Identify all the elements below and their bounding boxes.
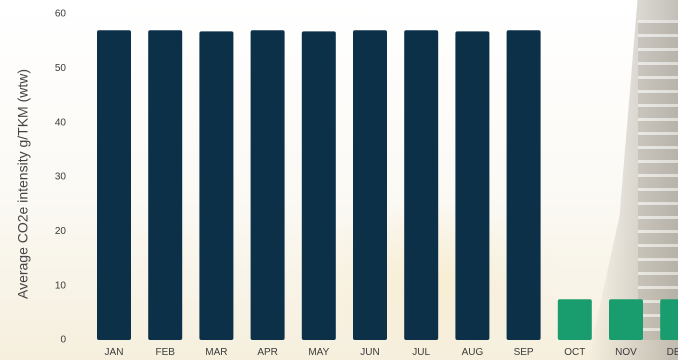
y-tick-label: 10 xyxy=(55,280,67,291)
x-tick-label-mar: MAR xyxy=(205,347,227,358)
bar-oct xyxy=(557,299,592,340)
bar-nov xyxy=(609,299,643,340)
bar-jan xyxy=(97,30,131,341)
y-tick-label: 0 xyxy=(60,335,66,346)
x-tick-label-nov: NOV xyxy=(615,347,637,358)
x-tick-label-dec: DEC xyxy=(667,347,678,358)
background-ridges xyxy=(638,20,678,340)
bar-dec xyxy=(660,299,678,340)
bar-sep xyxy=(506,30,541,341)
bar-may xyxy=(301,31,336,341)
x-tick-label-may: MAY xyxy=(308,347,329,358)
bar-jul xyxy=(404,30,439,341)
x-tick-label-feb: FEB xyxy=(155,347,175,358)
x-axis-ticks: JAN FEB MAR APR MAY JUN JUL AUG SEP OCT NOV DEC xyxy=(105,347,678,358)
x-tick-label-sep: SEP xyxy=(514,347,534,358)
y-axis-title: Average CO2e intensity g/TKM (wtw) xyxy=(15,69,31,299)
bar-jun xyxy=(353,30,387,341)
x-tick-label-jan: JAN xyxy=(105,347,124,358)
y-axis-ticks: 0 10 20 30 40 50 60 xyxy=(55,9,67,346)
y-tick-label: 50 xyxy=(55,63,67,74)
x-tick-label-oct: OCT xyxy=(564,347,585,358)
x-tick-label-apr: APR xyxy=(257,347,278,358)
y-tick-label: 20 xyxy=(55,226,67,237)
y-tick-label: 40 xyxy=(55,117,67,128)
y-tick-label: 60 xyxy=(55,9,67,20)
bar-mar xyxy=(199,31,234,341)
bar-aug xyxy=(455,31,490,341)
bars xyxy=(97,30,678,341)
y-tick-label: 30 xyxy=(55,172,67,183)
bar-apr xyxy=(250,30,285,341)
x-tick-label-aug: AUG xyxy=(462,347,484,358)
x-tick-label-jun: JUN xyxy=(360,347,379,358)
x-tick-label-jul: JUL xyxy=(412,347,430,358)
bar-feb xyxy=(148,30,183,341)
